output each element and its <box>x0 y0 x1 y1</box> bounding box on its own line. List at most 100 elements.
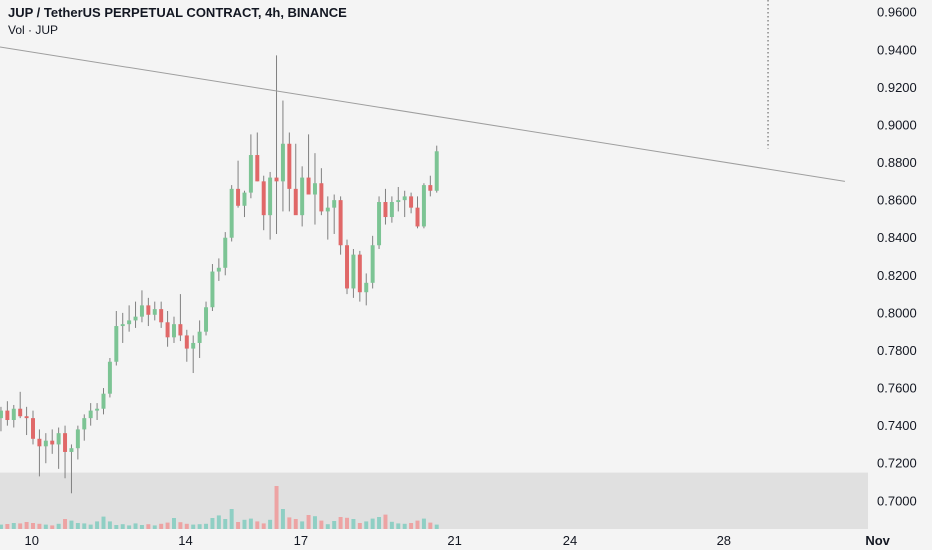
volume-bar <box>389 521 394 529</box>
candle-body <box>63 433 68 452</box>
volume-bar <box>204 523 209 529</box>
candle-body <box>248 155 253 193</box>
candle-body <box>101 393 106 409</box>
volume-bar <box>434 524 439 529</box>
candle-body <box>255 155 260 182</box>
volume-bar <box>197 524 202 529</box>
price-axis-label: 0.8200 <box>877 268 917 283</box>
candle-body <box>319 183 324 212</box>
volume-bar <box>242 519 247 529</box>
candle-body <box>5 410 10 421</box>
volume-bar <box>133 523 138 529</box>
candle-body <box>184 335 189 349</box>
volume-bar <box>11 523 16 529</box>
symbol-title[interactable]: JUP / TetherUS PERPETUAL CONTRACT, 4h, B… <box>8 5 347 20</box>
volume-bar <box>50 525 55 529</box>
candle-body <box>152 309 157 315</box>
candle-body <box>197 331 202 343</box>
time-axis-label: 17 <box>294 533 308 548</box>
candle-body <box>229 188 234 238</box>
volume-bar <box>383 514 388 529</box>
price-axis-label: 0.7000 <box>877 493 917 508</box>
time-axis-label: 28 <box>717 533 731 548</box>
time-axis-label: 14 <box>178 533 192 548</box>
volume-bar <box>56 523 61 529</box>
candle-body <box>402 196 407 201</box>
candle-body <box>351 254 356 289</box>
volume-bar <box>229 509 234 529</box>
candle-body <box>172 324 176 338</box>
time-axis-label: Nov <box>865 533 890 548</box>
price-axis-label: 0.8400 <box>877 230 917 245</box>
volume-bar <box>415 520 420 529</box>
volume-bar <box>178 522 183 529</box>
volume-bar <box>351 519 356 529</box>
volume-bar <box>152 525 157 529</box>
volume-bar <box>159 523 164 529</box>
candle-body <box>75 429 80 449</box>
candle-body <box>434 151 439 191</box>
volume-bar <box>357 523 362 529</box>
volume-bar <box>37 523 42 529</box>
candle-body <box>133 316 138 321</box>
volume-bar <box>428 522 433 529</box>
candle-body <box>210 271 215 308</box>
candle-body <box>236 188 241 206</box>
volume-bar <box>338 517 343 529</box>
volume-bar <box>261 523 266 529</box>
volume-bar <box>43 524 48 529</box>
volume-bar <box>280 509 285 529</box>
volume-bar <box>107 521 112 529</box>
candle-body <box>415 207 420 227</box>
price-axis-label: 0.7600 <box>877 381 917 396</box>
volume-bar <box>63 519 68 529</box>
candle-body <box>178 324 183 336</box>
price-axis-label: 0.8000 <box>877 305 917 320</box>
volume-bar <box>421 518 426 529</box>
candle-body <box>107 361 112 394</box>
candle-body <box>216 267 221 272</box>
volume-label[interactable]: Vol · JUP <box>8 23 59 37</box>
volume-bar <box>184 523 189 529</box>
price-axis-label: 0.7800 <box>877 343 917 358</box>
candle-body <box>31 418 35 439</box>
candle-body <box>120 324 125 327</box>
candle-body <box>396 200 401 203</box>
candle-body <box>293 188 298 216</box>
volume-bar <box>306 515 311 529</box>
volume-bar <box>210 518 215 529</box>
volume-bar <box>101 516 106 529</box>
volume-bar <box>191 524 196 529</box>
price-axis-label: 0.7400 <box>877 418 917 433</box>
volume-bar <box>332 521 337 529</box>
volume-bar <box>82 523 87 529</box>
volume-bar <box>120 524 125 529</box>
volume-bar <box>114 525 119 529</box>
time-axis-label: 10 <box>24 533 38 548</box>
candle-body <box>242 192 247 206</box>
candle-body <box>261 181 266 216</box>
candle-body <box>357 254 362 293</box>
volume-bar <box>300 521 305 529</box>
volume-bar <box>146 524 151 529</box>
candle-body <box>428 185 433 191</box>
volume-bar <box>0 524 3 529</box>
volume-bar <box>18 523 23 529</box>
volume-bar <box>216 515 221 529</box>
candle-body <box>389 202 394 218</box>
candle-body <box>0 410 3 419</box>
candle-body <box>204 307 209 332</box>
time-axis-label: 21 <box>447 533 461 548</box>
candle-body <box>82 418 87 430</box>
volume-bar <box>172 518 176 529</box>
candle-body <box>338 200 343 246</box>
volume-bar <box>364 521 369 529</box>
volume-bar <box>325 524 330 529</box>
price-axis-label: 0.9600 <box>877 5 917 20</box>
candle-body <box>18 408 23 417</box>
candle-body <box>409 196 414 208</box>
volume-pane <box>0 472 868 529</box>
price-axis-label: 0.8600 <box>877 193 917 208</box>
